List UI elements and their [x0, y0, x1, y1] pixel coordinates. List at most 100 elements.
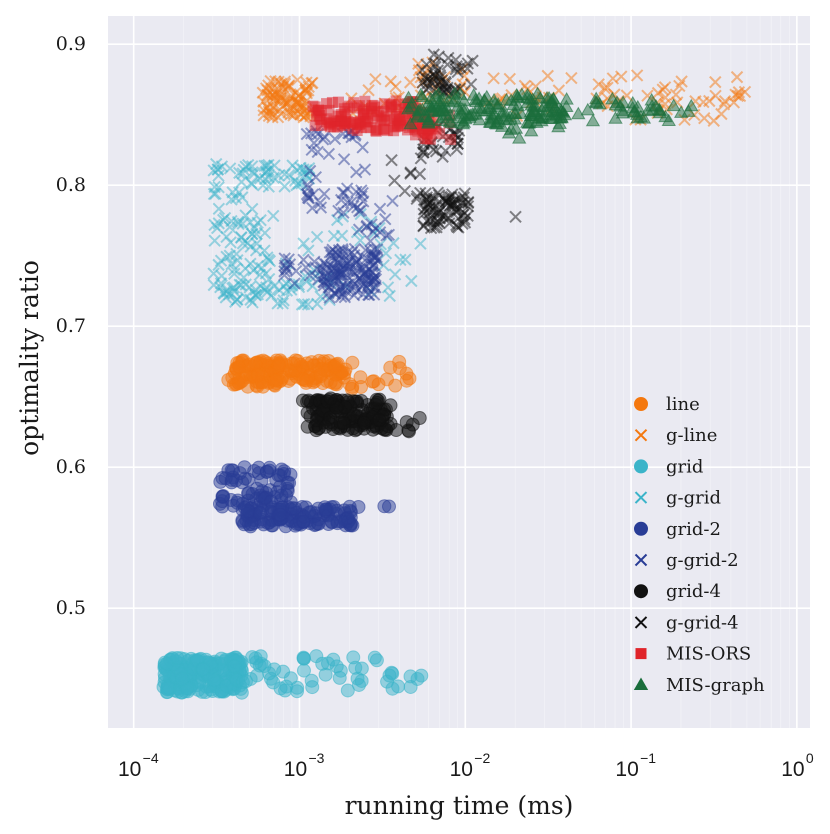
data-point-MIS-graph: [421, 114, 436, 128]
data-point-grid-4: [318, 419, 333, 434]
data-point-g-grid: [230, 247, 243, 261]
data-point-g-grid-2: [379, 212, 392, 226]
svg-text:−1: −1: [640, 750, 656, 766]
data-point-g-grid-2: [364, 234, 377, 248]
data-point-g-grid-2: [301, 189, 315, 202]
data-point-g-line: [264, 74, 277, 88]
data-point-g-grid-4: [446, 195, 460, 208]
data-point-MIS-ORS: [417, 127, 429, 139]
data-point-grid: [340, 683, 355, 698]
y-tick-label: 0.6: [56, 456, 86, 478]
data-point-g-grid: [335, 229, 349, 242]
data-point-g-grid-2: [314, 201, 328, 214]
data-point-line: [299, 373, 314, 388]
data-point-g-grid: [414, 237, 427, 250]
data-point-g-grid: [399, 253, 412, 266]
data-point-MIS-graph: [652, 102, 667, 115]
y-axis-label: optimality ratio: [15, 260, 44, 456]
data-point-g-grid-2: [351, 201, 364, 214]
data-point-g-grid: [245, 227, 259, 241]
data-point-g-grid-2: [320, 275, 334, 288]
y-tick-label: 0.9: [56, 33, 86, 55]
data-point-g-grid-2: [386, 194, 399, 208]
data-point-g-grid: [207, 267, 220, 280]
data-point-MIS-graph: [630, 99, 645, 113]
legend-label: g-grid-4: [666, 612, 739, 633]
data-point-g-grid: [302, 244, 315, 257]
legend-marker-g-grid-4: [634, 616, 648, 629]
legend-marker-MIS-ORS: [635, 648, 647, 660]
data-point-grid-4: [354, 394, 369, 409]
data-point-g-grid: [405, 274, 418, 288]
y-tick-label: 0.7: [56, 315, 86, 337]
data-point-g-grid: [229, 295, 242, 308]
data-point-grid-2: [274, 488, 289, 503]
data-point-g-grid-2: [345, 246, 359, 259]
data-point-g-grid: [276, 297, 289, 310]
svg-text:10: 10: [118, 758, 141, 781]
data-point-g-grid-2: [356, 141, 369, 154]
data-point-g-grid-2: [323, 291, 336, 304]
data-point-g-grid-2: [350, 165, 363, 179]
data-point-line: [345, 355, 360, 370]
data-point-grid-2: [330, 503, 345, 518]
data-point-g-line: [656, 83, 669, 96]
data-point-g-grid-2: [311, 145, 324, 159]
data-point-g-grid: [259, 267, 273, 280]
data-point-g-line: [552, 84, 566, 97]
data-point-g-grid-4: [416, 76, 429, 89]
data-point-MIS-graph: [507, 106, 523, 120]
legend-label: MIS-graph: [666, 675, 765, 696]
data-point-g-grid-2: [356, 186, 369, 200]
data-point-grid-4: [346, 407, 361, 422]
data-point-grid-2: [262, 460, 277, 475]
data-point-MIS-ORS: [311, 106, 323, 118]
data-point-g-grid-4: [461, 57, 475, 70]
data-point-MIS-graph: [526, 104, 541, 118]
legend-item-g-grid-2: g-grid-2: [634, 550, 739, 571]
data-point-g-grid-4: [446, 198, 460, 211]
data-point-MIS-graph: [585, 113, 601, 127]
data-point-g-line: [362, 84, 375, 97]
data-point-g-grid: [244, 257, 257, 270]
data-point-g-grid: [214, 277, 228, 290]
legend-label: line: [666, 394, 700, 415]
data-point-g-grid-2: [303, 269, 317, 282]
legend: line g-line grid g-grid grid-2 g-grid-2 grid-4…: [633, 394, 765, 696]
data-point-g-line: [707, 114, 720, 127]
data-point-g-line: [541, 69, 554, 83]
data-point-g-line: [565, 71, 578, 85]
data-point-MIS-graph: [524, 123, 539, 137]
data-point-line: [365, 374, 380, 389]
data-point-MIS-graph: [608, 111, 623, 124]
data-point-g-grid: [218, 211, 232, 225]
data-point-g-grid: [260, 165, 273, 178]
data-point-g-grid: [212, 181, 225, 194]
data-point-g-grid-4: [461, 200, 475, 213]
data-point-grid: [391, 679, 406, 694]
data-point-MIS-graph: [580, 102, 595, 116]
data-point-g-line: [274, 91, 287, 104]
data-point-g-grid-2: [337, 153, 351, 166]
data-point-g-grid-4: [458, 216, 472, 229]
data-point-MIS-graph: [463, 108, 478, 121]
data-point-g-grid: [302, 162, 316, 175]
data-point-grid-2: [244, 517, 259, 532]
data-point-MIS-graph: [633, 109, 649, 123]
data-point-g-grid-2: [289, 264, 303, 278]
data-point-MIS-ORS: [430, 123, 442, 135]
data-point-MIS-ORS: [359, 95, 371, 107]
data-point-MIS-ORS: [366, 99, 378, 111]
svg-text:−3: −3: [308, 750, 324, 766]
x-tick-labels: 10 −4 10 −3 10 −2 10 −1 10 0: [118, 750, 814, 781]
data-point-g-grid-4: [439, 144, 452, 158]
data-point-grid: [227, 659, 242, 674]
data-point-MIS-ORS: [362, 113, 374, 125]
legend-item-grid: grid: [634, 456, 703, 477]
data-point-MIS-ORS: [394, 116, 406, 128]
data-point-grid: [367, 650, 382, 665]
legend-label: MIS-ORS: [666, 644, 751, 665]
data-point-grid-2: [253, 505, 268, 520]
data-point-g-grid-4: [458, 206, 471, 220]
legend-label: grid-2: [666, 519, 721, 540]
